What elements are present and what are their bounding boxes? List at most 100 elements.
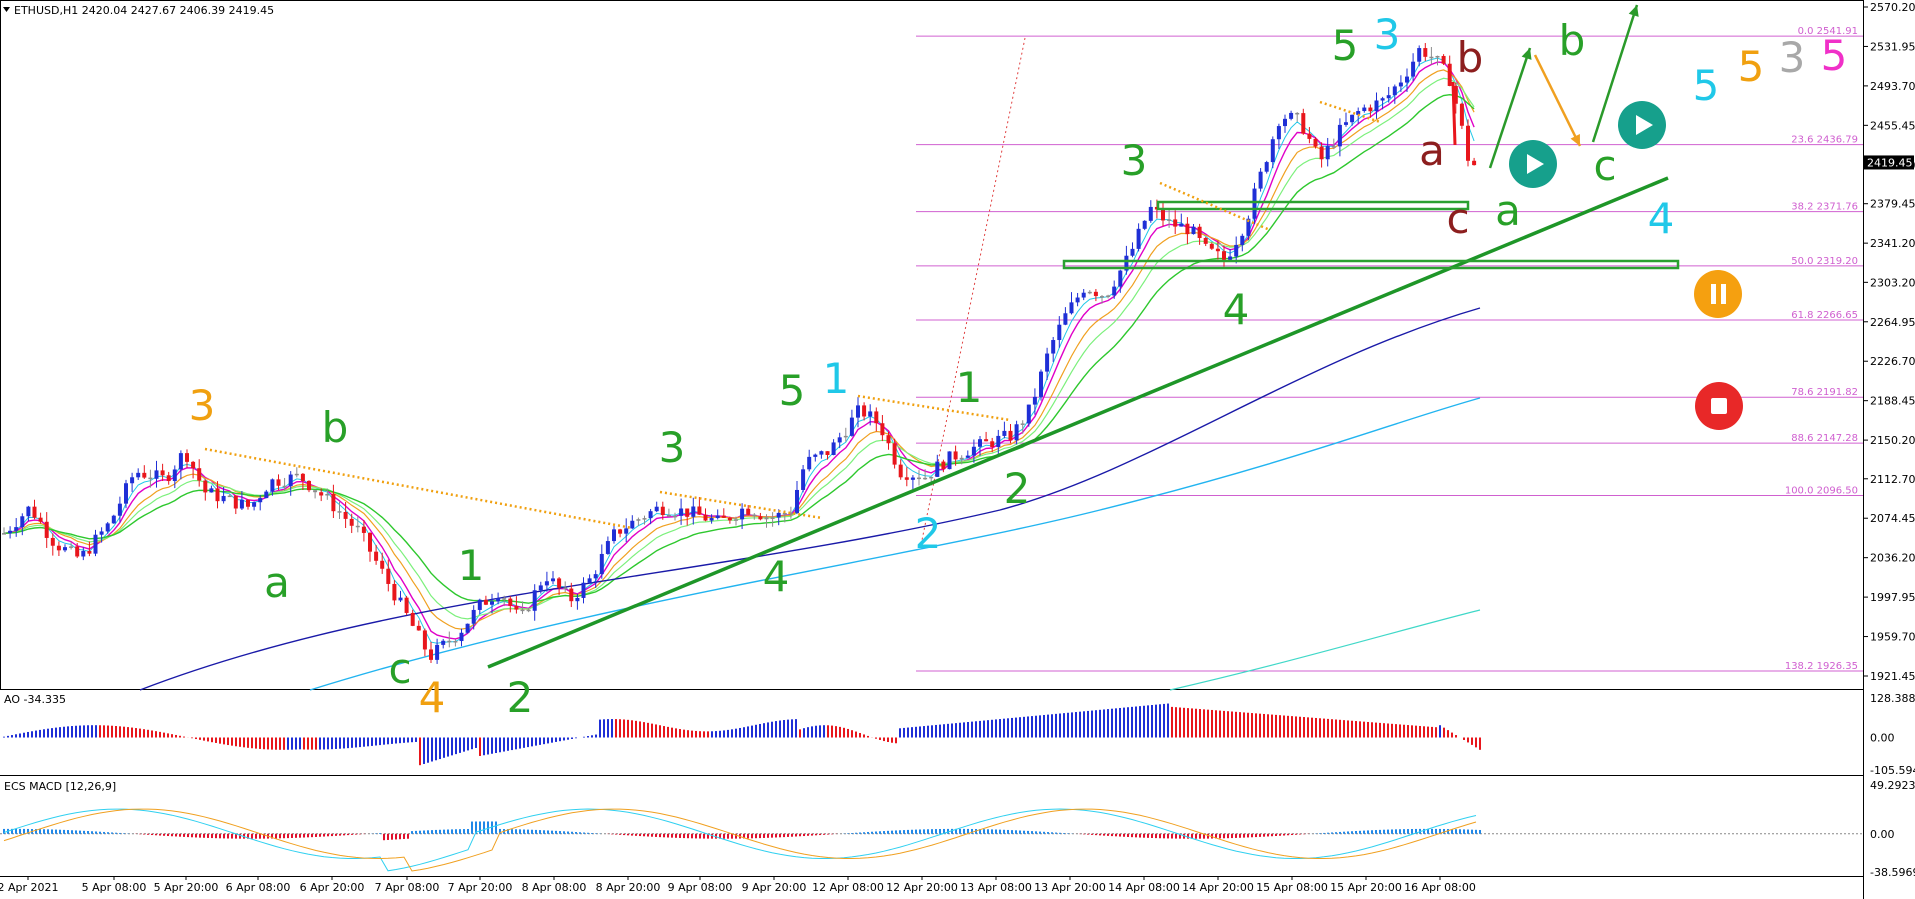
projection-arrow-b-head <box>1570 134 1580 146</box>
chart-menu-triangle-icon[interactable] <box>3 7 10 12</box>
wave-label: b <box>1559 16 1586 65</box>
candle-body <box>26 506 31 517</box>
wave-label: 5 <box>1332 21 1359 70</box>
candle-body <box>1026 404 1031 424</box>
candle-body <box>398 597 403 601</box>
wave-label: 4 <box>763 552 790 601</box>
wave-label: 2 <box>1004 464 1031 513</box>
candle-body <box>300 473 305 481</box>
candle-body <box>1069 302 1074 314</box>
candle-body <box>422 630 427 650</box>
candle-body <box>191 461 196 469</box>
fib-level-label: 38.2 2371.76 <box>1791 202 1858 213</box>
candle-body <box>1081 292 1086 298</box>
ao-tick-label: 0.00 <box>1870 732 1895 745</box>
candle-body <box>239 499 244 509</box>
candle-body <box>1087 291 1092 294</box>
candle-body <box>136 472 141 478</box>
current-price-box <box>1864 155 1914 170</box>
candle-body <box>1459 103 1464 126</box>
candle-body <box>587 578 592 583</box>
candle-body <box>392 583 397 601</box>
candle-body <box>910 477 915 480</box>
candle-body <box>374 551 379 561</box>
candle-body <box>1161 209 1165 221</box>
candle-body <box>185 453 189 462</box>
candle-body <box>1435 55 1440 58</box>
candle-body <box>618 529 623 534</box>
candle-body <box>1319 146 1324 160</box>
candle-body <box>1386 95 1391 99</box>
candle-body <box>526 609 531 612</box>
candle-body <box>508 598 513 606</box>
macd-signal-line <box>3 808 1477 872</box>
candle-body <box>1276 126 1281 140</box>
candle-body <box>496 598 501 602</box>
candle-body <box>1264 162 1269 172</box>
candle-body <box>862 405 867 417</box>
play-icon <box>1527 154 1544 174</box>
candle-body <box>1252 188 1257 219</box>
ma-navy-line <box>139 307 1481 691</box>
candle-body <box>50 537 55 546</box>
trend-line <box>487 176 1669 669</box>
candle-body <box>666 515 671 517</box>
candle-body <box>1124 255 1129 271</box>
candle-body <box>111 515 116 524</box>
candle-body <box>843 435 848 438</box>
candle-body <box>1295 112 1300 115</box>
candle-body <box>117 503 122 516</box>
fib-level-label: 100.0 2096.50 <box>1785 485 1858 496</box>
candle-body <box>1405 76 1409 83</box>
y-tick-label: 1921.45 <box>1870 670 1915 683</box>
wave-label: 3 <box>1374 10 1401 59</box>
candle-body <box>166 475 171 482</box>
wave-label: b <box>1457 33 1484 82</box>
x-tick-label: 7 Apr 08:00 <box>375 881 440 894</box>
candle-body <box>459 632 464 642</box>
projection-arrow-a-head <box>1521 48 1532 60</box>
candle-body <box>1051 340 1056 354</box>
candle-body <box>1222 251 1226 260</box>
candle-body <box>1447 63 1452 86</box>
candle-body <box>1258 171 1263 189</box>
candle-body <box>14 527 19 531</box>
candle-body <box>319 492 324 496</box>
candle-body <box>1423 48 1428 57</box>
candle-body <box>172 469 177 482</box>
x-tick-label: 15 Apr 20:00 <box>1330 881 1402 894</box>
y-tick-label: 2150.20 <box>1870 434 1915 447</box>
candle-body <box>124 483 128 504</box>
macd-line <box>3 808 1477 872</box>
candle-body <box>203 480 208 493</box>
candle-body <box>990 441 995 447</box>
candle-body <box>727 517 732 521</box>
candle-body <box>154 470 159 479</box>
fib-level-label: 61.8 2266.65 <box>1791 310 1858 321</box>
candle-body <box>630 520 635 529</box>
candle-body <box>807 456 812 470</box>
wave-label: 4 <box>1223 285 1250 334</box>
x-tick-label: 7 Apr 20:00 <box>448 881 513 894</box>
candle-body <box>264 491 269 499</box>
candle-body <box>819 451 824 455</box>
candle-body <box>142 472 147 478</box>
candle-body <box>99 531 104 535</box>
candle-body <box>331 494 336 512</box>
candle-body <box>538 585 543 591</box>
y-tick-label: 2379.45 <box>1870 198 1915 211</box>
x-tick-label: 12 Apr 20:00 <box>886 881 958 894</box>
candle-body <box>941 461 946 470</box>
candle-body <box>1100 296 1104 298</box>
candle-body <box>679 508 684 516</box>
candle-body <box>1374 100 1379 112</box>
candle-body <box>1356 111 1361 115</box>
ao-tick-label: -105.594 <box>1870 764 1915 777</box>
candle-body <box>416 625 421 631</box>
candle-body <box>56 545 61 551</box>
x-tick-label: 8 Apr 20:00 <box>596 881 661 894</box>
macd-tick-label: 0.00 <box>1870 828 1895 841</box>
wave-label: 3 <box>1121 136 1148 185</box>
candle-body <box>593 574 598 579</box>
candle-body <box>1368 107 1373 112</box>
